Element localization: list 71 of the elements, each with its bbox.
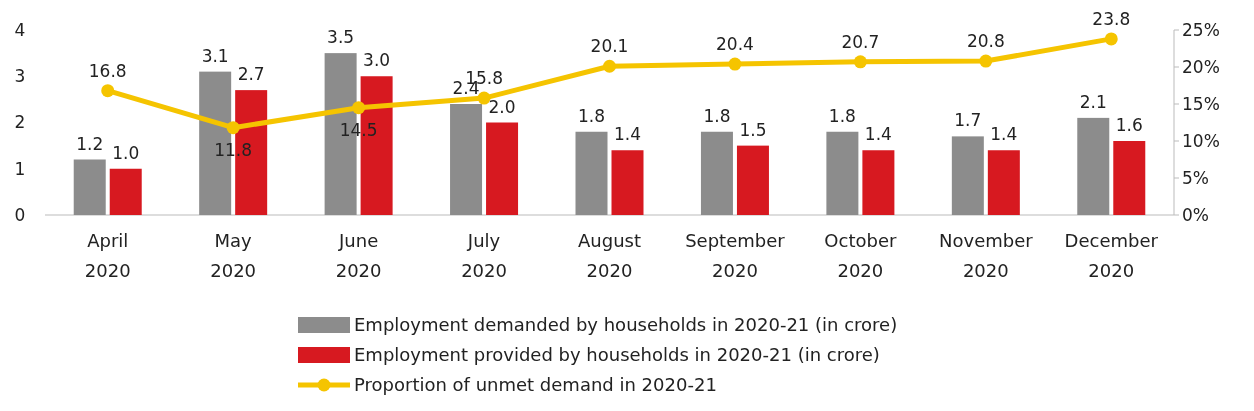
data-label: 1.4 bbox=[613, 124, 642, 145]
data-label: 20.7 bbox=[841, 31, 880, 52]
bar bbox=[951, 136, 984, 215]
point bbox=[603, 59, 616, 73]
data-label: 2.1 bbox=[1079, 91, 1107, 112]
y2-tick-label: 15% bbox=[1182, 93, 1220, 114]
data-label: 1.4 bbox=[864, 124, 892, 145]
data-label: 1.8 bbox=[703, 105, 731, 126]
y-tick-label: 1 bbox=[14, 158, 26, 179]
data-label: 11.8 bbox=[214, 139, 253, 160]
y2-tick-label: 5% bbox=[1182, 167, 1209, 188]
y-tick-label: 2 bbox=[14, 112, 26, 133]
x-tick-label: April 2020 bbox=[84, 230, 131, 281]
data-label: 3.0 bbox=[363, 50, 391, 71]
bar bbox=[987, 150, 1020, 215]
y-tick-label: 0 bbox=[14, 204, 26, 225]
data-label: 20.4 bbox=[716, 34, 754, 55]
bar bbox=[450, 104, 483, 215]
y2-tick-label: 10% bbox=[1182, 130, 1220, 151]
data-label: 1.2 bbox=[76, 133, 104, 154]
data-label: 20.8 bbox=[966, 31, 1005, 52]
point bbox=[728, 57, 742, 71]
data-label: 1.4 bbox=[990, 124, 1018, 145]
data-label: 20.1 bbox=[590, 36, 629, 57]
x-tick-label: October 2020 bbox=[824, 230, 897, 281]
x-tick-label: August 2020 bbox=[578, 230, 641, 281]
bar bbox=[1113, 141, 1146, 215]
bar bbox=[736, 145, 769, 215]
data-label: 23.8 bbox=[1092, 8, 1131, 29]
legend-label: Employment provided by households in 2020-21 (in crore) bbox=[354, 344, 880, 366]
x-tick-label: May 2020 bbox=[210, 230, 257, 281]
x-tick-label: December 2020 bbox=[1064, 230, 1159, 281]
bar bbox=[73, 159, 106, 215]
data-label: 1.6 bbox=[1115, 115, 1143, 135]
bar bbox=[1077, 117, 1110, 215]
bar bbox=[575, 131, 608, 215]
x-tick-label: June 2020 bbox=[335, 230, 382, 281]
data-label: 14.5 bbox=[339, 119, 378, 140]
bar bbox=[611, 150, 644, 215]
data-label: 1.7 bbox=[954, 110, 982, 131]
point bbox=[226, 121, 240, 135]
bar bbox=[862, 150, 895, 215]
x-tick-label: September 2020 bbox=[685, 230, 786, 281]
point bbox=[979, 54, 993, 68]
point bbox=[101, 84, 115, 98]
y-tick-label: 3 bbox=[14, 66, 26, 87]
x-tick-label: November 2020 bbox=[939, 230, 1034, 281]
data-label: 1.8 bbox=[828, 105, 856, 126]
data-label: 16.8 bbox=[88, 60, 127, 81]
bar bbox=[109, 168, 142, 215]
bar bbox=[826, 131, 859, 215]
y2-tick-label: 20% bbox=[1182, 56, 1220, 77]
data-label: 1.8 bbox=[577, 105, 606, 126]
bar bbox=[486, 122, 519, 215]
data-label: 1.5 bbox=[739, 119, 767, 140]
y2-tick-label: 25% bbox=[1182, 19, 1220, 40]
y2-tick-label: 0% bbox=[1182, 204, 1209, 225]
data-label: 2.7 bbox=[237, 64, 265, 85]
x-tick-label: July 2020 bbox=[461, 230, 507, 281]
point bbox=[853, 55, 867, 69]
y-tick-label: 4 bbox=[14, 19, 26, 40]
legend-label: Employment demanded by households in 2020-21 (in crore) bbox=[354, 314, 898, 336]
point bbox=[1104, 32, 1118, 46]
point bbox=[352, 101, 366, 115]
data-label: 1.0 bbox=[112, 142, 140, 163]
data-label: 3.1 bbox=[201, 45, 229, 66]
point bbox=[477, 91, 491, 105]
data-label: 3.5 bbox=[327, 27, 355, 48]
bar bbox=[700, 131, 733, 215]
legend-label: Proportion of unmet demand in 2020-21 bbox=[354, 374, 717, 396]
data-label: 2.0 bbox=[488, 96, 516, 117]
